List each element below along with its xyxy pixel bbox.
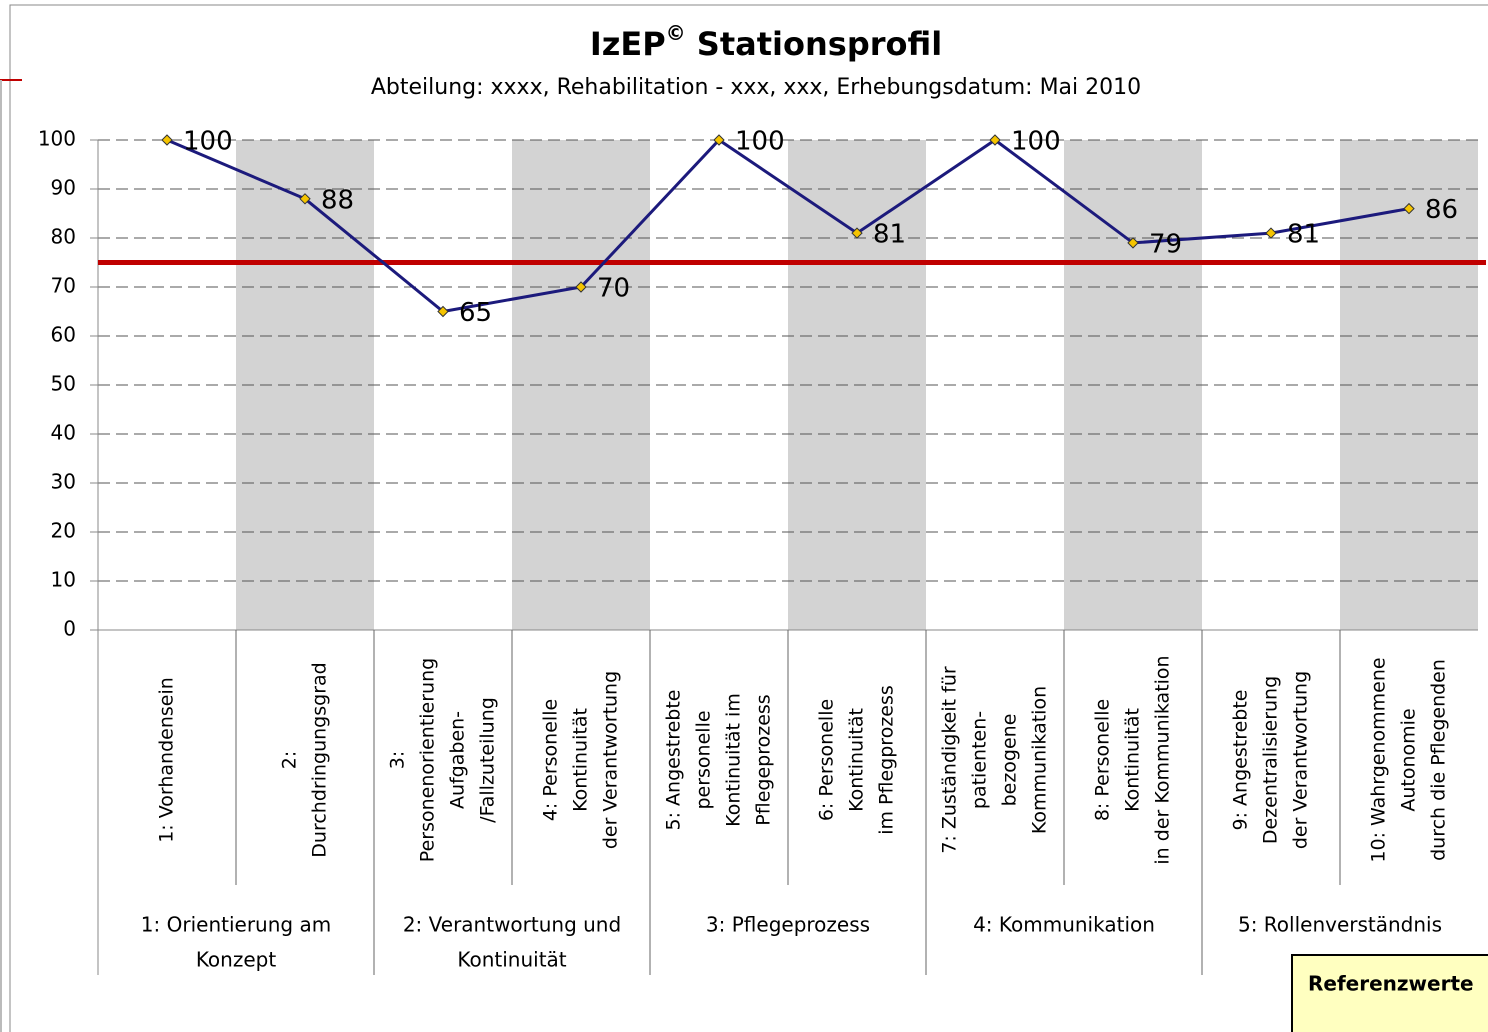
x-tick-label: Kontinuität: [846, 708, 868, 812]
note-box: [1291, 954, 1488, 1032]
category-label: 4: Personelle Kontinuität der Verantwortun…: [540, 671, 622, 849]
category-label: 2: Durchdringungsgrad: [279, 662, 331, 857]
x-tick-label: 9: Angestrebte: [1230, 690, 1252, 831]
x-tick-label: patienten-: [969, 711, 991, 809]
y-tick-label: 80: [51, 225, 76, 249]
x-tick-label: 3:: [387, 751, 409, 770]
data-label: 81: [873, 220, 906, 250]
x-tick-label: 1: Vorhandensein: [156, 677, 178, 843]
group-label: Kontinuität: [457, 948, 566, 972]
y-tick-label: 50: [51, 372, 76, 396]
category-label: 1: Vorhandensein: [156, 677, 178, 843]
group-label: 3: Pflegeprozess: [706, 913, 870, 937]
x-tick-label: Kommunikation: [1029, 686, 1051, 834]
marker: [161, 134, 173, 146]
y-tick-label: 30: [51, 470, 76, 494]
group-label: 4: Kommunikation: [973, 913, 1155, 937]
x-tick-label: 4: Personelle: [540, 699, 562, 821]
x-tick-label: Pflegeprozess: [753, 694, 775, 825]
category-label: 7: Zuständigkeit für patienten-bezogene Ko…: [939, 666, 1051, 854]
title-sup: ©: [666, 21, 686, 45]
category-label: 6: Personelle Kontinuität im Pflegprozess: [816, 685, 898, 835]
x-tick-label: Aufgaben-: [447, 711, 469, 809]
marker: [713, 134, 725, 146]
group-label: 2: Verantwortung und: [403, 913, 621, 937]
data-label: 100: [1011, 127, 1061, 157]
category-label: 8: Personelle Kontinuität in der Kommunika…: [1092, 655, 1174, 864]
group-label: 1: Orientierung am: [141, 913, 331, 937]
group-label: Konzept: [196, 948, 277, 972]
marker: [1127, 237, 1139, 249]
x-tick-label: bezogene: [999, 714, 1021, 807]
x-tick-label: in der Kommunikation: [1152, 655, 1174, 864]
marker: [1265, 227, 1277, 239]
x-tick-label: /Fallzuteilung: [477, 697, 499, 823]
x-tick-label: 7: Zuständigkeit für: [939, 666, 961, 854]
title-part: IzEP: [590, 25, 666, 63]
x-tick-label: Dezentralisierung: [1260, 676, 1282, 844]
x-tick-label: Autonomie: [1398, 708, 1420, 811]
y-tick-label: 100: [38, 127, 76, 151]
x-tick-label: der Verantwortung: [1290, 671, 1312, 849]
x-tick-label: 5: Angestrebte: [663, 690, 685, 831]
data-label: 81: [1287, 220, 1320, 250]
category-label: 5: Angestrebte personelle Kontinuität im Pf…: [663, 690, 775, 831]
category-label: 3: Personenorientierung Aufgaben- /Fallzute…: [387, 658, 499, 862]
note-title: Referenzwerte: [1308, 972, 1474, 996]
x-tick-label: durch die Pflegenden: [1428, 659, 1450, 861]
data-label: 88: [321, 185, 354, 215]
x-tick-label: Kontinuität: [570, 708, 592, 812]
data-label: 65: [459, 298, 492, 328]
data-label: 70: [597, 274, 630, 304]
y-tick-label: 60: [51, 323, 76, 347]
x-tick-label: der Verantwortung: [600, 671, 622, 849]
y-tick-label: 90: [51, 176, 76, 200]
chart-subtitle: Abteilung: xxxx, Rehabilitation - xxx, x…: [371, 75, 1141, 100]
y-tick-label: 40: [51, 421, 76, 445]
y-tick-label: 20: [51, 519, 76, 543]
x-tick-label: Kontinuität: [1122, 708, 1144, 812]
data-label: 86: [1425, 195, 1458, 225]
marker: [851, 227, 863, 239]
category-label: 9: Angestrebte Dezentralisierung der Veran…: [1230, 671, 1312, 849]
x-tick-label: im Pflegprozess: [876, 685, 898, 835]
x-tick-label: Durchdringungsgrad: [309, 662, 331, 857]
data-label: 100: [183, 127, 233, 157]
x-tick-label: Personenorientierung: [417, 658, 439, 862]
x-tick-label: 10: Wahrgenommene: [1368, 657, 1390, 862]
category-label: 10: Wahrgenommene Autonomie durch die Pfle…: [1368, 657, 1450, 862]
marker: [437, 305, 449, 318]
y-tick-label: 70: [51, 274, 76, 298]
marker: [989, 134, 1001, 146]
x-tick-label: Kontinuität im: [723, 693, 745, 827]
data-label: 100: [735, 127, 785, 157]
marker: [575, 281, 587, 293]
title-part: Stationsprofil: [686, 25, 943, 63]
x-tick-label: 6: Personelle: [816, 699, 838, 821]
data-label: 79: [1149, 229, 1182, 259]
marker: [1403, 202, 1415, 215]
y-tick-label: 0: [63, 617, 76, 641]
chart-title: IzEP© Stationsprofil: [590, 21, 942, 64]
marker: [299, 193, 311, 205]
y-tick-label: 10: [51, 568, 76, 592]
x-tick-label: 2:: [279, 751, 301, 770]
data-line: [166, 138, 1410, 314]
x-tick-label: 8: Personelle: [1092, 699, 1114, 821]
group-label: 5: Rollenverständnis: [1238, 913, 1442, 937]
x-tick-label: personelle: [693, 710, 715, 809]
